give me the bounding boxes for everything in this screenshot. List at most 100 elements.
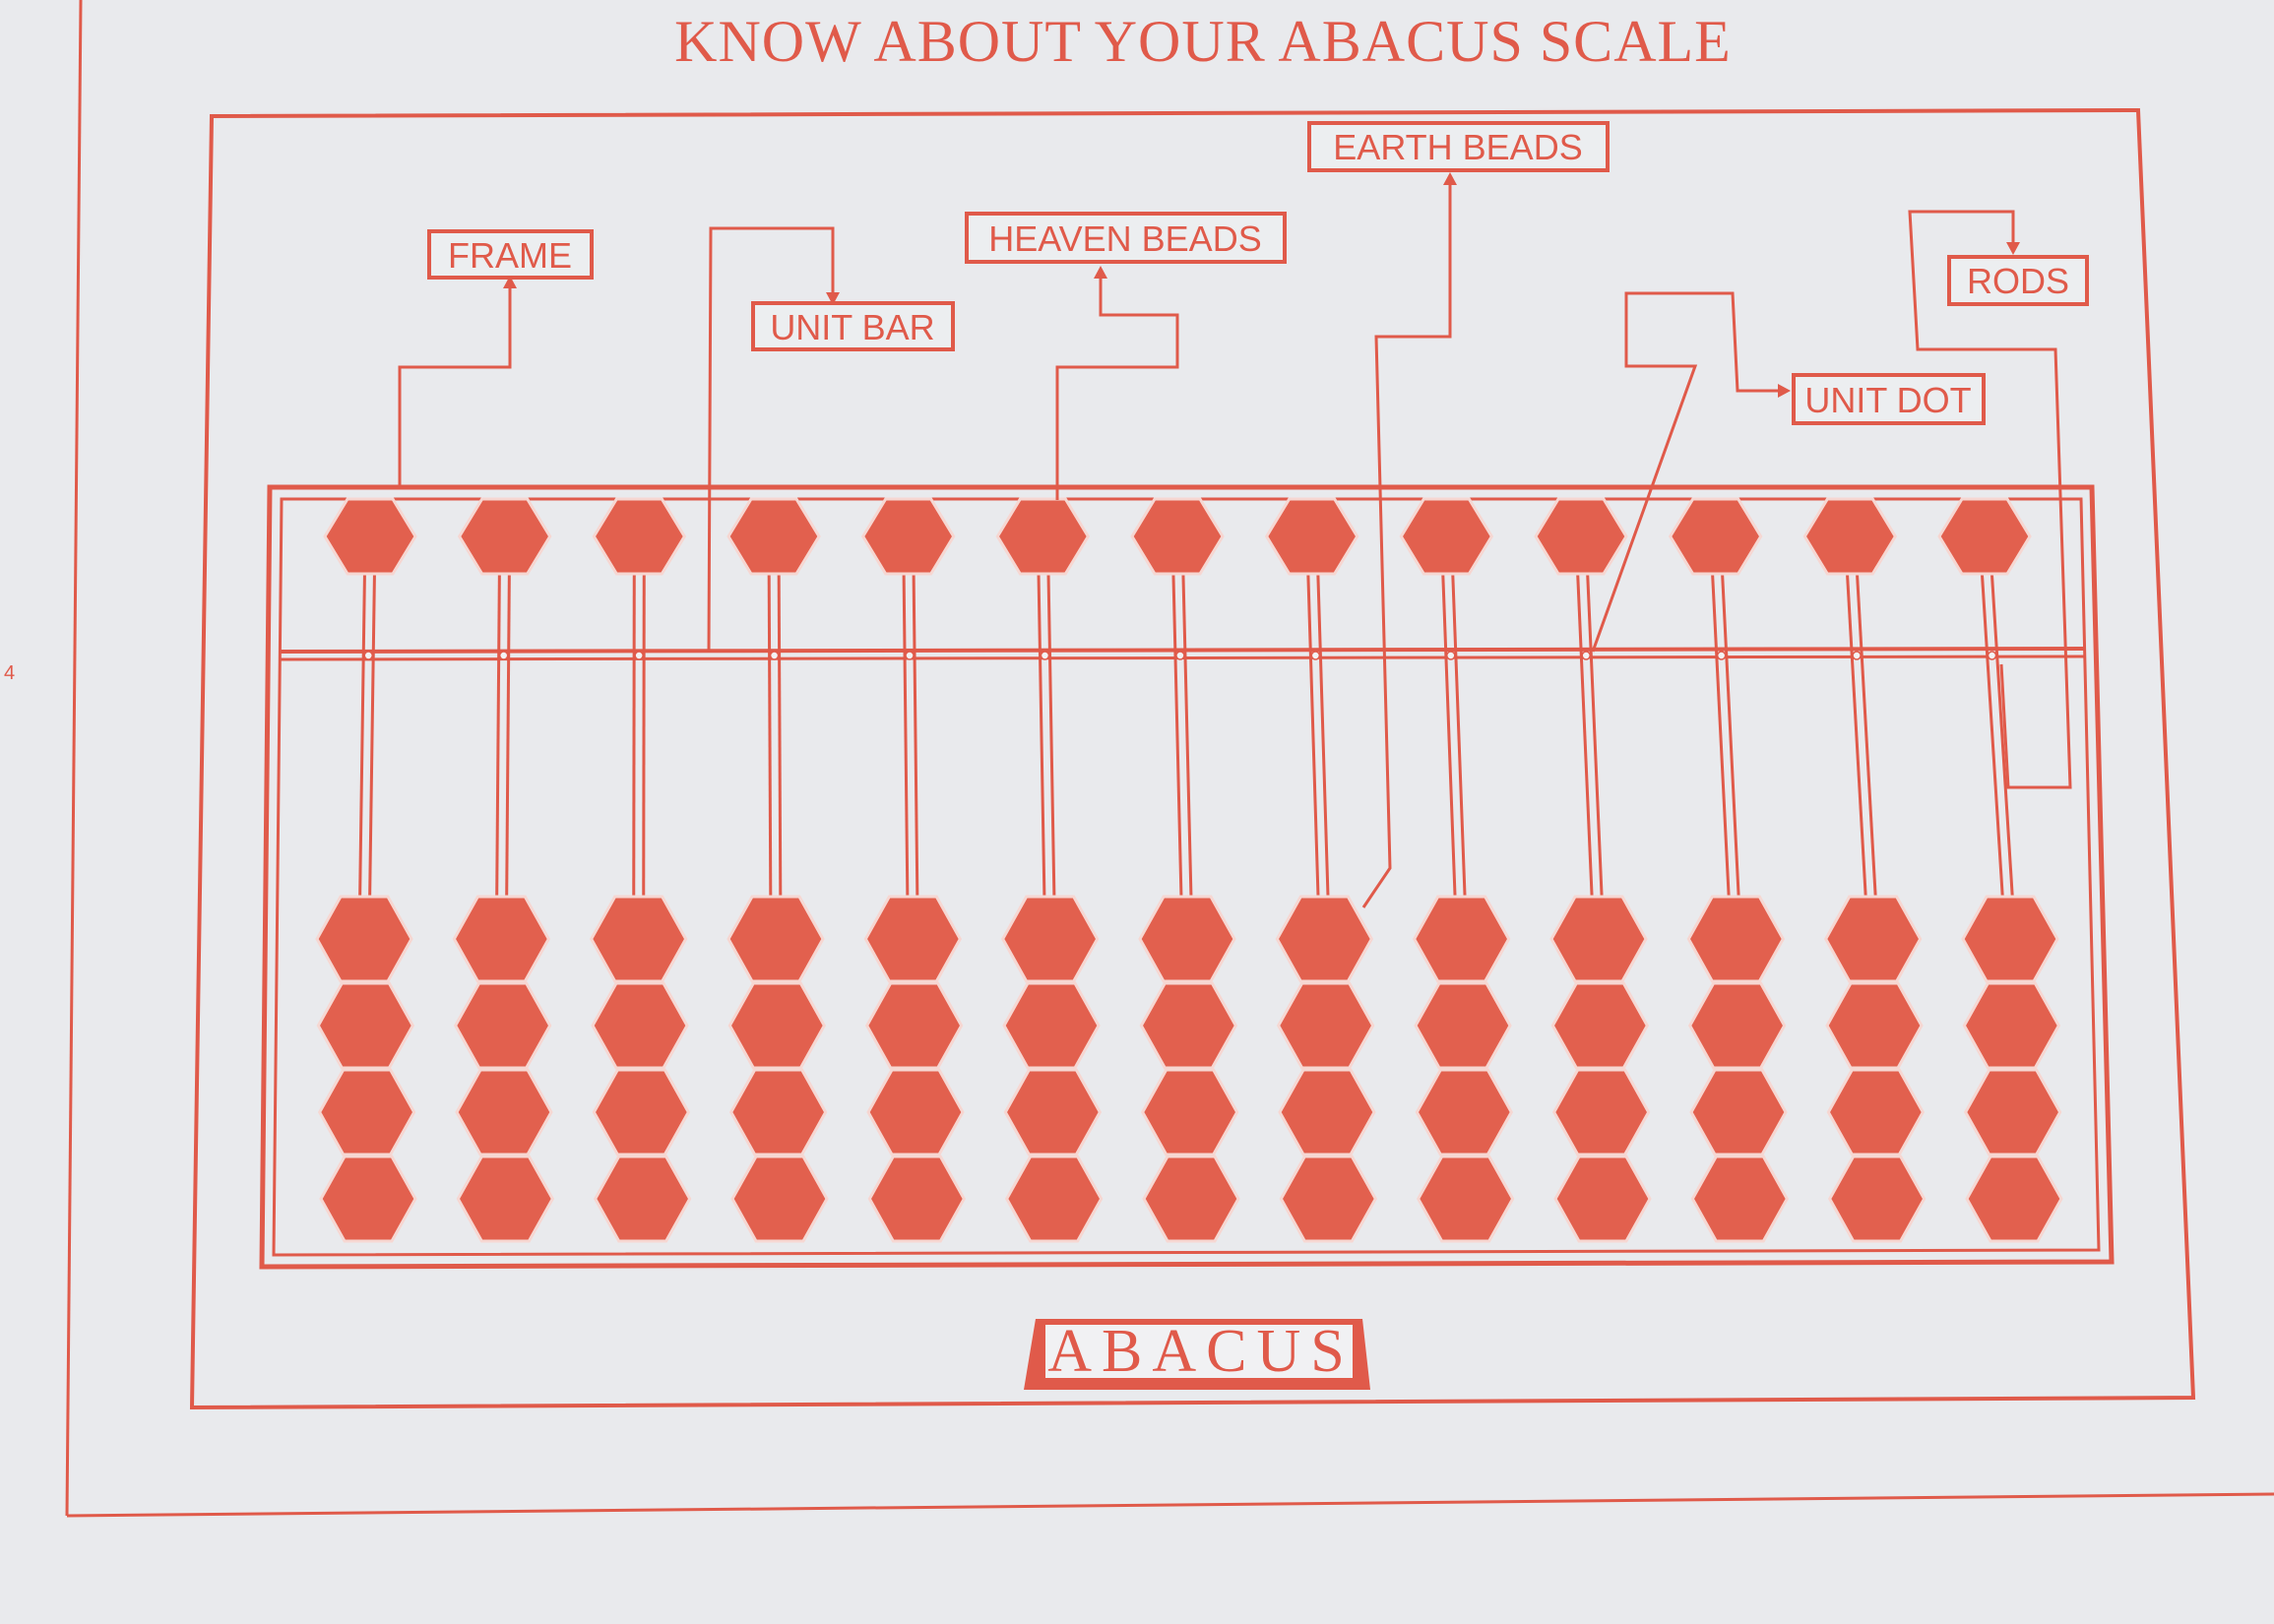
rod-line <box>1036 535 1047 940</box>
label-heaven-beads: HEAVEN BEADS <box>965 212 1287 264</box>
label-unit-dot: UNIT DOT <box>1792 373 1986 425</box>
abacus-brand-text: ABACUS <box>1047 1318 1355 1385</box>
earth-bead <box>591 981 689 1070</box>
earth-bead <box>316 981 415 1070</box>
heaven-beads-leader-line <box>1055 276 1179 500</box>
rod-line <box>1988 535 2017 940</box>
heaven-bead <box>1399 497 1494 576</box>
earth-bead <box>1142 1155 1240 1243</box>
label-frame: FRAME <box>427 229 594 280</box>
unit-dot <box>1716 651 1727 660</box>
label-earth-beads: EARTH BEADS <box>1307 121 1610 172</box>
diagram-outer-box <box>189 107 2196 1410</box>
unit-dot-arrowhead <box>1778 384 1791 398</box>
label-earth-beads-text: EARTH BEADS <box>1333 127 1582 167</box>
unit-dot <box>634 651 644 660</box>
heaven-bead <box>1937 497 2032 576</box>
heaven-bead <box>1130 497 1225 576</box>
earth-bead <box>1549 895 1648 983</box>
rod-line <box>367 535 377 940</box>
heaven-beads-arrowhead <box>1094 266 1107 279</box>
label-frame-text: FRAME <box>448 235 572 276</box>
earth-bead <box>863 895 963 983</box>
earth-bead <box>1827 1155 1927 1243</box>
earth-bead <box>1965 1155 2063 1243</box>
rod-line <box>1315 535 1331 940</box>
frame-arrowhead <box>503 276 517 288</box>
rod-line <box>1843 535 1870 940</box>
rod-line <box>1978 535 2007 940</box>
earth-bead <box>1414 981 1512 1070</box>
earth-bead <box>1000 895 1100 983</box>
rod-line <box>1180 535 1194 940</box>
rod-line <box>1853 535 1880 940</box>
earth-bead <box>726 895 825 983</box>
unit-dot <box>1040 651 1050 660</box>
rod-line <box>1574 535 1596 940</box>
earth-bead <box>864 981 964 1070</box>
earth-bead <box>728 1068 828 1156</box>
earth-bead <box>1690 1155 1790 1243</box>
earth-bead <box>1962 981 2061 1070</box>
earth-bead <box>1140 1068 1239 1156</box>
unit-dot <box>905 651 915 660</box>
earth-bead <box>1276 981 1375 1070</box>
unit-dot <box>769 651 780 660</box>
earth-bead <box>866 1068 965 1156</box>
heaven-bead <box>726 497 821 576</box>
earth-bead <box>452 895 551 983</box>
heaven-bead <box>860 497 956 576</box>
earth-bead <box>1823 895 1923 983</box>
heaven-bead <box>592 497 687 576</box>
rods-leader-line <box>1908 210 2072 789</box>
frame-leader-line <box>398 285 512 487</box>
heaven-bead <box>457 497 552 576</box>
heaven-bead <box>1534 497 1628 576</box>
page-title: KNOW ABOUT YOUR ABACUS SCALE <box>674 9 1732 74</box>
earth-beads-leader-line <box>1361 182 1452 908</box>
earth-bead <box>593 1155 692 1243</box>
rod-line <box>902 535 910 940</box>
earth-bead <box>1825 981 1924 1070</box>
heaven-bead <box>995 497 1091 576</box>
unit-dot <box>1310 651 1321 660</box>
rod-line <box>777 535 783 940</box>
rod-line <box>494 535 502 940</box>
earth-bead <box>730 1155 829 1243</box>
earth-bead <box>1139 981 1238 1070</box>
rod-line <box>1439 535 1459 940</box>
unit-bar-arrowhead <box>826 292 840 305</box>
earth-bead <box>1279 1155 1378 1243</box>
unit-dot <box>1987 651 1997 660</box>
page-number: 4 <box>4 662 15 684</box>
label-unit-dot-text: UNIT DOT <box>1804 380 1971 420</box>
unit-dot <box>1852 651 1862 660</box>
unit-dot <box>1446 651 1456 660</box>
earth-bead <box>453 981 552 1070</box>
label-heaven-beads-text: HEAVEN BEADS <box>988 219 1261 259</box>
earth-bead <box>1412 895 1511 983</box>
earth-bead <box>592 1068 691 1156</box>
earth-bead <box>1826 1068 1926 1156</box>
earth-bead <box>867 1155 967 1243</box>
earth-bead <box>1689 1068 1788 1156</box>
unit-dot <box>498 651 509 660</box>
rod-line <box>504 535 512 940</box>
label-rods: RODS <box>1947 255 2089 306</box>
unit-dot-leader-line <box>1591 291 1782 653</box>
earth-bead <box>1278 1068 1376 1156</box>
rods-arrowhead <box>2006 242 2020 255</box>
rod-line <box>1719 535 1742 940</box>
earth-bead <box>1551 1068 1651 1156</box>
earth-bead <box>1415 1068 1514 1156</box>
rod-line <box>767 535 773 940</box>
earth-bead <box>1004 1155 1104 1243</box>
earth-bead <box>1275 895 1374 983</box>
rod-line <box>1045 535 1057 940</box>
page-border <box>65 0 2274 1518</box>
earth-bead <box>317 1068 416 1156</box>
earth-bead <box>727 981 827 1070</box>
label-unit-bar-text: UNIT BAR <box>770 307 934 347</box>
label-unit-bar: UNIT BAR <box>751 301 955 351</box>
